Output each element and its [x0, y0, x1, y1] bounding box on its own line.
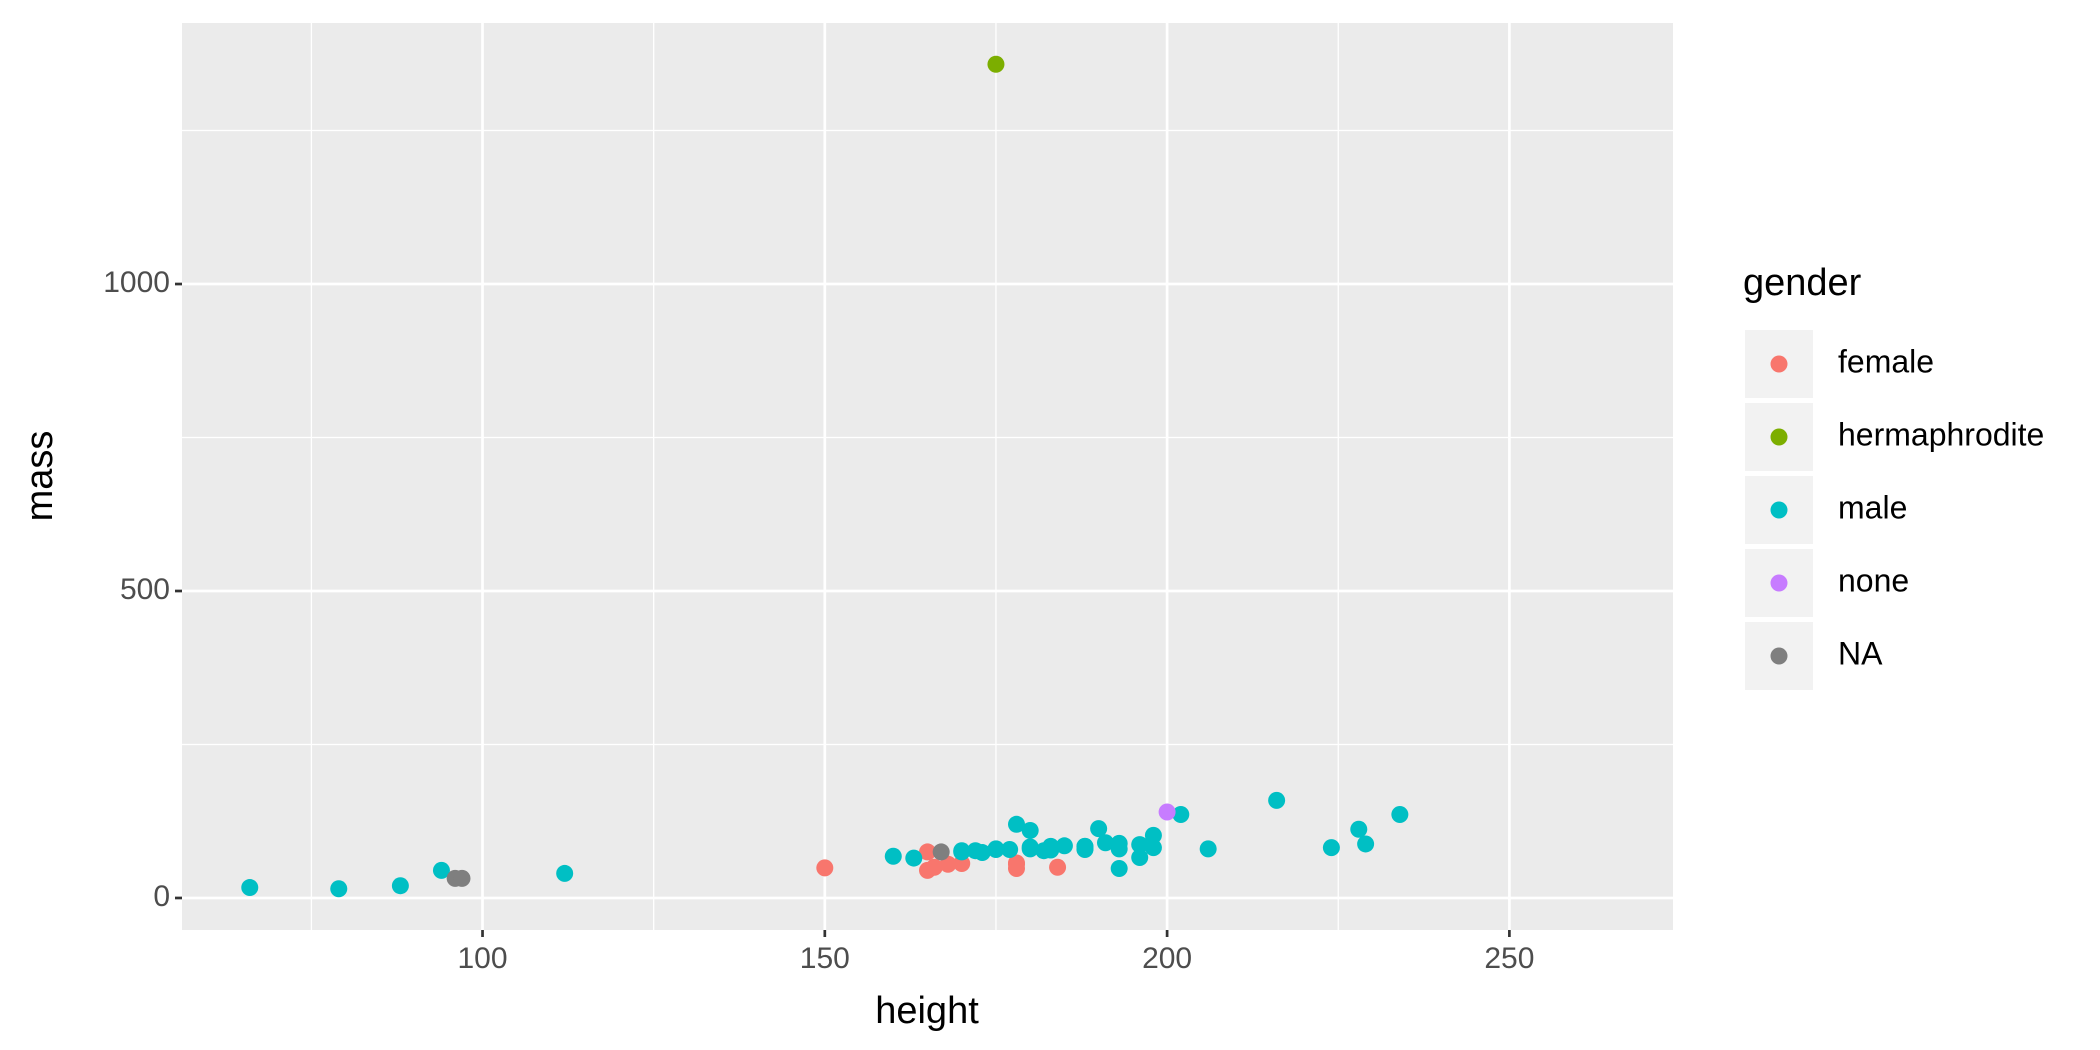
- legend-swatch: [1770, 501, 1788, 519]
- point: [1144, 826, 1162, 844]
- x-axis-title: height: [875, 990, 979, 1032]
- legend-label: male: [1838, 489, 1907, 525]
- point: [1076, 840, 1094, 858]
- legend-swatch: [1770, 647, 1788, 665]
- point: [1090, 820, 1108, 838]
- point: [953, 843, 971, 861]
- point: [905, 849, 923, 867]
- point: [1042, 840, 1060, 858]
- legend-label: none: [1838, 562, 1909, 598]
- legend-swatch: [1770, 355, 1788, 373]
- legend-title: gender: [1743, 262, 1862, 304]
- point: [987, 840, 1005, 858]
- point: [1131, 836, 1149, 854]
- x-tick-label: 150: [800, 942, 850, 975]
- point: [330, 880, 348, 898]
- y-tick-label: 0: [153, 880, 170, 913]
- point: [1007, 815, 1025, 833]
- x-tick-label: 250: [1484, 942, 1534, 975]
- point: [816, 859, 834, 877]
- y-tick-label: 500: [120, 573, 170, 606]
- point: [919, 843, 936, 861]
- point: [1096, 834, 1114, 852]
- y-axis-title: mass: [19, 431, 61, 522]
- point: [973, 844, 991, 862]
- point: [1268, 791, 1286, 809]
- x-tick-label: 200: [1142, 942, 1192, 975]
- point: [1158, 803, 1176, 821]
- point: [1110, 860, 1128, 878]
- point: [1021, 821, 1039, 839]
- point: [241, 879, 259, 897]
- point: [1391, 805, 1409, 823]
- point: [1021, 838, 1039, 856]
- legend-label: hermaphrodite: [1838, 416, 2044, 452]
- point: [1322, 839, 1340, 857]
- point: [987, 55, 1005, 73]
- point: [432, 861, 450, 879]
- point: [1357, 835, 1375, 853]
- point: [1001, 840, 1019, 858]
- point: [556, 864, 574, 882]
- point: [1055, 837, 1073, 855]
- point: [925, 858, 943, 876]
- point: [1007, 860, 1025, 878]
- point: [391, 877, 409, 895]
- point: [1144, 839, 1162, 857]
- point: [1131, 848, 1149, 866]
- x-tick-label: 100: [457, 942, 507, 975]
- legend-label: NA: [1838, 635, 1883, 671]
- legend-label: female: [1838, 343, 1934, 379]
- point: [1110, 840, 1128, 858]
- point: [1049, 858, 1067, 876]
- point: [1172, 805, 1190, 823]
- point: [884, 847, 902, 865]
- panel: [182, 23, 1673, 930]
- legend-swatch: [1770, 574, 1788, 592]
- y-tick-label: 1000: [103, 266, 170, 299]
- point: [1350, 820, 1368, 838]
- legend-swatch: [1770, 428, 1788, 446]
- point: [932, 843, 950, 861]
- point: [453, 869, 471, 887]
- point: [1199, 840, 1217, 858]
